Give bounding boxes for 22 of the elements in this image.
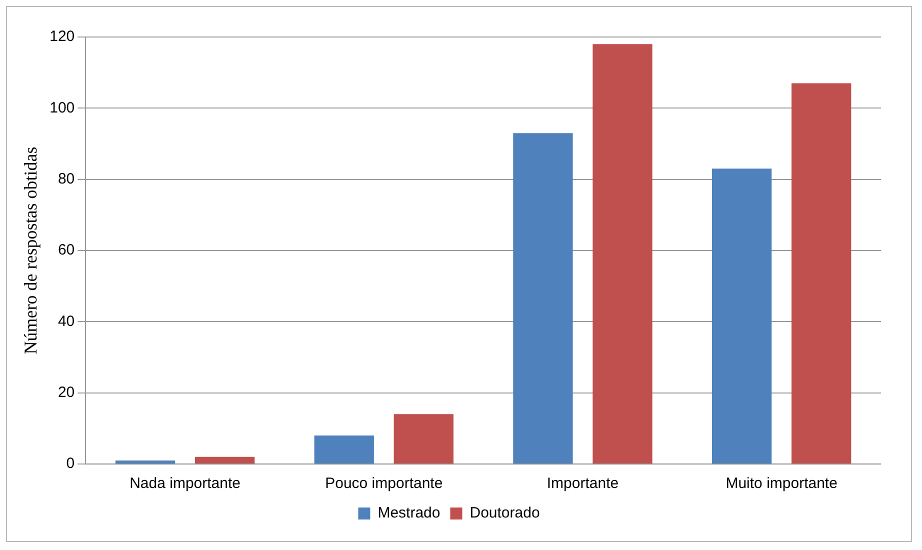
x-tick-label: Importante [546,475,619,492]
legend-label: Mestrado [378,504,440,522]
bar [394,414,454,464]
x-tick-label: Nada importante [130,475,240,492]
bar [115,460,176,464]
y-tick-label: 20 [58,384,75,401]
y-tick-label: 0 [66,455,75,472]
x-tick-label: Muito importante [726,475,838,492]
x-tick-label: Pouco importante [325,475,443,492]
y-tick-label: 100 [50,99,75,116]
bar [712,168,772,464]
y-tick-label: 80 [58,170,75,188]
bar [513,133,573,464]
bar [194,456,255,464]
bar [592,44,652,464]
y-tick-label: 40 [58,312,75,330]
y-axis-title: Número de respostas obtidas [20,146,41,354]
bar [314,436,374,464]
legend-label: Doutorado [470,504,540,522]
y-tick-label: 60 [58,242,75,259]
y-tick-label: 120 [50,28,75,46]
bar [792,83,852,464]
